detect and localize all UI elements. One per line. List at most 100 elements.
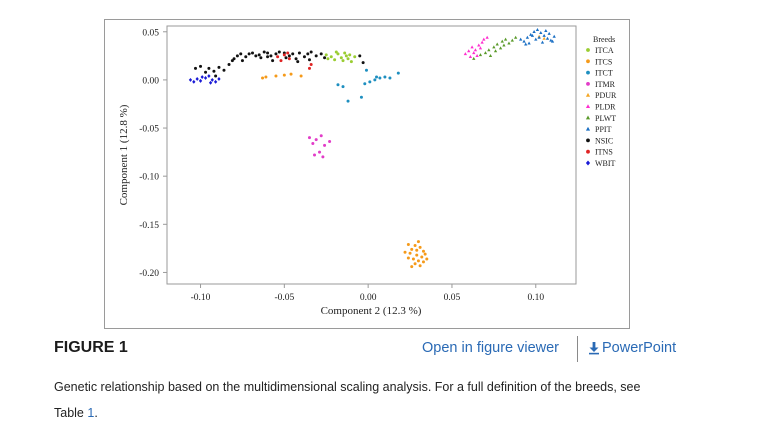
data-point-itns: [282, 53, 286, 57]
data-point-ppit: [537, 35, 541, 39]
data-point-itcs: [274, 74, 278, 78]
data-point-itcs: [408, 251, 412, 255]
data-point-itca: [326, 57, 330, 61]
data-point-nsic: [214, 74, 218, 78]
data-point-pldr: [470, 45, 474, 49]
y-tick-label: 0.05: [142, 28, 159, 38]
data-point-itns: [309, 63, 313, 67]
data-point-itmr: [313, 153, 317, 157]
data-point-ppit: [525, 35, 530, 39]
y-axis-ticks: 0.05 0.00 -0.05 -0.10 -0.15 -0.20: [139, 28, 167, 279]
data-point-nsic: [277, 50, 281, 54]
data-point-nsic: [230, 59, 234, 63]
data-point-itct: [346, 99, 350, 103]
data-point-itmr: [319, 134, 323, 138]
x-tick-label: -0.05: [274, 293, 294, 303]
data-point-ppit: [539, 30, 543, 34]
data-point-pldr: [478, 46, 483, 50]
data-point-plwt: [488, 54, 493, 58]
data-point-itmr: [321, 155, 325, 159]
data-point-pldr: [482, 37, 486, 41]
data-point-nsic: [227, 63, 231, 67]
data-point-pldr: [475, 54, 479, 58]
data-point-ppit: [527, 41, 531, 45]
data-point-nsic: [262, 50, 266, 54]
data-point-itcs: [423, 252, 427, 256]
data-point-plwt: [502, 43, 506, 47]
data-point-nsic: [358, 54, 362, 58]
data-point-itcs: [425, 257, 429, 261]
open-figure-viewer-link[interactable]: Open in figure viewer: [422, 340, 560, 356]
data-point-itns: [286, 51, 290, 55]
data-point-itca: [329, 55, 333, 59]
legend-marker-wbit: [585, 160, 591, 166]
y-tick-label: -0.20: [139, 269, 159, 279]
data-point-ppit: [532, 29, 536, 33]
data-point-nsic: [250, 51, 254, 55]
legend-marker-pldr: [585, 104, 591, 109]
data-point-itca: [353, 55, 357, 59]
legend-entry-wbit: WBIT: [595, 159, 616, 168]
data-point-plwt: [472, 56, 476, 60]
data-point-plwt: [493, 49, 498, 53]
data-point-nsic: [287, 54, 291, 58]
data-point-plwt: [495, 42, 499, 46]
data-point-nsic: [307, 58, 311, 62]
legend-entry-ppit: PPIT: [595, 125, 612, 134]
data-point-pldr: [473, 48, 478, 52]
data-point-itcs: [299, 74, 303, 78]
data-point-nsic: [240, 59, 244, 63]
data-point-itct: [364, 68, 368, 72]
data-point-itca: [334, 50, 338, 54]
data-point-itcs: [406, 256, 410, 260]
data-point-itmr: [323, 143, 327, 147]
data-point-wbit: [192, 79, 196, 84]
figure-label: FIGURE 1: [54, 339, 128, 356]
x-tick-label: -0.10: [191, 293, 211, 303]
data-point-wbit: [210, 77, 214, 82]
data-point-nsic: [207, 66, 211, 70]
legend-entry-itns: ITNS: [595, 148, 613, 157]
data-point-itca: [348, 53, 352, 57]
data-point-itcs: [282, 73, 286, 77]
data-point-itcs: [261, 76, 265, 80]
data-point-itmr: [328, 140, 332, 144]
data-point-wbit: [213, 79, 218, 84]
data-point-ppit: [549, 38, 553, 42]
x-tick-label: 0.00: [360, 293, 377, 303]
data-point-pldr: [472, 51, 476, 55]
legend-marker-plwt: [585, 115, 591, 120]
data-point-itct: [341, 85, 345, 89]
data-point-itct: [359, 95, 363, 99]
data-point-itns: [287, 57, 291, 61]
data-point-itca: [349, 60, 353, 64]
legend-entry-pdur: PDUR: [595, 91, 617, 100]
data-point-wbit: [207, 74, 211, 79]
legend-marker-ppit: [585, 126, 591, 131]
table-1-link[interactable]: 1: [87, 406, 95, 420]
data-point-itcs: [416, 240, 420, 244]
data-point-pldr: [480, 40, 484, 44]
data-point-plwt: [503, 37, 508, 41]
data-point-ppit: [535, 28, 540, 32]
powerpoint-download-link[interactable]: PowerPoint: [587, 340, 676, 356]
data-point-wbit: [188, 77, 193, 82]
data-point-nsic: [294, 57, 298, 61]
data-point-itcs: [413, 243, 417, 247]
data-point-nsic: [259, 56, 263, 60]
figure-image-frame[interactable]: 0.05 0.00 -0.05 -0.10 -0.15 -0.20 -0.10 -0.05 0…: [104, 19, 630, 329]
plot-area-border: [166, 25, 577, 285]
data-point-nsic: [212, 69, 216, 73]
data-point-nsic: [269, 54, 273, 58]
data-point-itct: [378, 76, 382, 80]
download-icon: [589, 342, 599, 355]
data-point-wbit: [195, 76, 199, 81]
data-point-plwt: [507, 41, 511, 45]
data-point-itcs: [406, 243, 410, 247]
y-tick-label: -0.15: [139, 221, 159, 231]
data-point-itcs: [420, 255, 424, 259]
data-point-itca: [346, 57, 350, 61]
data-point-itca: [341, 59, 345, 63]
data-points: [188, 28, 556, 269]
mds-scatter-chart: 0.050.00-0.05-0.10-0.15-0.20 -0.10 -0.05 0…: [118, 25, 617, 317]
